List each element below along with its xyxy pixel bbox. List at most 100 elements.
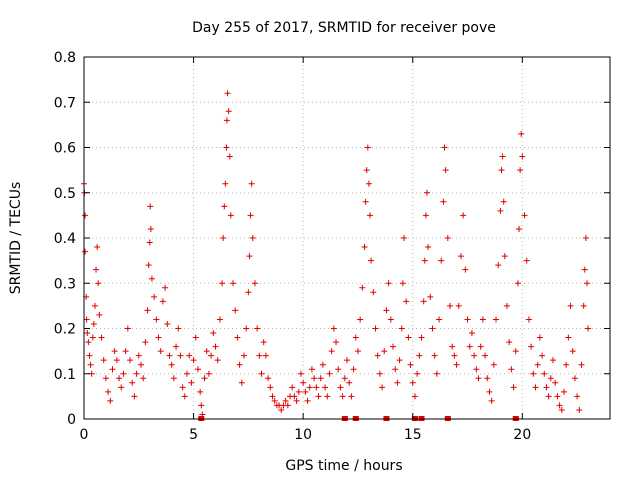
data-point [411, 393, 418, 400]
data-point [333, 339, 340, 346]
data-point [475, 375, 482, 382]
axis-ticks [83, 56, 610, 420]
data-point [500, 198, 507, 205]
data-point [135, 352, 142, 359]
data-point [246, 253, 253, 260]
data-point [105, 388, 112, 395]
data-point [425, 244, 432, 251]
data-point [398, 325, 405, 332]
data-point [455, 302, 462, 309]
data-point [157, 348, 164, 355]
data-point [258, 370, 265, 377]
data-points [81, 90, 592, 418]
data-point [354, 348, 361, 355]
data-point [525, 316, 532, 323]
data-point [421, 257, 428, 264]
data-point [508, 366, 515, 373]
data-point [102, 375, 109, 382]
data-point [543, 384, 550, 391]
data-point [170, 375, 177, 382]
data-point [407, 361, 414, 368]
data-point [420, 298, 427, 305]
data-point [159, 298, 166, 305]
data-point [376, 370, 383, 377]
x-tick-label: 15 [404, 427, 422, 443]
data-point [232, 307, 239, 314]
data-point [477, 343, 484, 350]
data-point [447, 302, 454, 309]
y-tick-label: 0.3 [54, 276, 76, 292]
data-point [339, 393, 346, 400]
data-point [223, 144, 230, 151]
data-point [479, 316, 486, 323]
data-point [226, 153, 233, 160]
data-point [433, 370, 440, 377]
data-point [86, 352, 93, 359]
data-point [265, 375, 272, 382]
data-point [269, 393, 276, 400]
data-point [363, 167, 370, 174]
data-point [146, 239, 153, 246]
data-point [109, 366, 116, 373]
data-point [317, 375, 324, 382]
data-point [124, 325, 131, 332]
data-point [506, 339, 513, 346]
data-point [379, 384, 386, 391]
data-point [381, 348, 388, 355]
data-point [516, 225, 523, 232]
data-point [364, 144, 371, 151]
data-point [282, 397, 289, 404]
data-point [313, 384, 320, 391]
data-point [300, 379, 307, 386]
data-point [414, 370, 421, 377]
data-point [536, 334, 543, 341]
data-point [457, 253, 464, 260]
data-point [576, 406, 583, 413]
data-point [482, 352, 489, 359]
data-point [416, 352, 423, 359]
data-point [488, 397, 495, 404]
data-point [249, 235, 256, 241]
chart-title: Day 255 of 2017, SRMTID for receiver pov… [192, 20, 496, 36]
data-point [179, 384, 186, 391]
data-point [400, 235, 407, 241]
data-point [462, 266, 469, 273]
data-point [368, 257, 375, 264]
data-point [293, 397, 300, 404]
data-point [344, 357, 350, 364]
data-point [251, 280, 258, 287]
data-point [85, 339, 92, 346]
data-point [186, 352, 193, 359]
data-point [571, 375, 578, 382]
data-point [151, 293, 158, 300]
data-point [100, 357, 107, 364]
x-tick-label: 5 [189, 427, 198, 443]
data-point [583, 280, 590, 287]
data-point [460, 212, 467, 219]
data-point [486, 388, 493, 395]
data-point [451, 352, 458, 359]
data-point [442, 167, 449, 174]
data-point [422, 212, 429, 219]
data-point [95, 280, 102, 287]
data-point [284, 402, 291, 409]
data-point [499, 153, 506, 160]
data-point [357, 316, 364, 323]
data-point [118, 384, 125, 391]
data-point [122, 348, 129, 355]
data-point [291, 393, 298, 400]
data-point [245, 289, 252, 296]
data-point [484, 375, 491, 382]
data-point [295, 388, 302, 395]
y-tick-labels: 0 0.1 0.2 0.3 0.4 0.5 0.6 0.7 0.8 [54, 50, 76, 428]
data-point [519, 153, 526, 160]
data-point [383, 307, 390, 314]
data-point [471, 352, 478, 359]
data-point [181, 393, 188, 400]
data-point [523, 257, 530, 264]
data-point [497, 207, 504, 214]
data-point [116, 375, 123, 382]
data-point [212, 343, 219, 350]
data-point [396, 357, 403, 364]
data-point [558, 406, 565, 413]
